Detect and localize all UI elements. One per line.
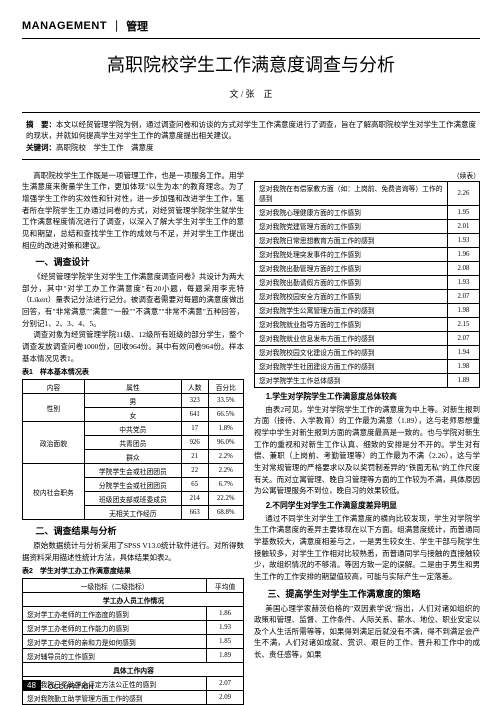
table-satisfaction-cont: 您对我院在有偿家教方面（如：上岗前、免费咨询等）工作的感到2.26您对我院心理健… — [254, 181, 480, 388]
table-continued-label: （续表） — [254, 170, 480, 180]
section-1-title: 一、调查设计 — [22, 255, 244, 268]
para-r1: 由表2可见，学生对学院学生工作的满意度为中上等。对新生报到方面（接待、入学教育）… — [254, 404, 480, 497]
section-3-title: 三、提高学生对学生工作满意度的策略 — [254, 587, 480, 600]
abstract-line1: 摘 要：本文以经贸管理学院为例，通过调查问卷和访谈的方式对学生工作满意度进行了调… — [26, 119, 476, 142]
abstract-text: 本文以经贸管理学院为例，通过调查问卷和访谈的方式对学生工作满意度进行了调查，旨在… — [26, 120, 476, 140]
author-line: 文 / 张 正 — [22, 87, 480, 100]
author-prefix: 文 / — [229, 89, 243, 99]
para-design2: 调查对象为经贸管理学院11级、12级所有班级的部分学生，整个调查发放调查问卷10… — [22, 329, 244, 364]
sub-heading-2: 2.不同学生对学生工作满意度差异明显 — [254, 500, 480, 511]
para-r2: 通过不同学生对学生工作满意度的横向比较发现，学生对学院学生工作满意度的差异主要体… — [254, 513, 480, 583]
para-intro: 高职院校学生工作既是一项管理工作，也是一项服务工作。用学生满意度来衡量学生工作，… — [22, 170, 244, 251]
keywords-text: 高职院校 学生工作 满意度 — [56, 143, 154, 152]
section-2-title: 二、调查结果与分析 — [22, 524, 244, 537]
table-sample-info: 内容属性人数百分比性别男32333.5%女64166.5%政治面貌中共党员171… — [22, 379, 244, 520]
section-header: MANAGEMENT ｜ 管理 — [22, 18, 480, 34]
header-rule — [22, 38, 480, 39]
keywords-label: 关键词： — [26, 143, 56, 152]
left-column: 高职院校学生工作既是一项管理工作，也是一项服务工作。用学生满意度来衡量学生工作，… — [22, 170, 244, 705]
table2-caption: 表2 学生对学工办工作满意度结果 — [22, 566, 244, 576]
sub-heading-1: 1.学生对学院学生工作满意度总体较高 — [254, 391, 480, 402]
right-column: （续表） 您对我院在有偿家教方面（如：上岗前、免费咨询等）工作的感到2.26您对… — [254, 170, 480, 705]
abstract-box: 摘 要：本文以经贸管理学院为例，通过调查问卷和访谈的方式对学生工作满意度进行了调… — [22, 112, 480, 160]
page-number: 48 — [22, 680, 41, 691]
author-name: 张 正 — [246, 89, 273, 99]
article-title: 高职院校学生工作满意度调查与分析 — [22, 51, 480, 77]
header-en: MANAGEMENT — [22, 20, 107, 32]
abstract-label: 摘 要： — [26, 120, 56, 129]
header-cn: 管理 — [126, 18, 148, 34]
two-column-layout: 高职院校学生工作既是一项管理工作，也是一项服务工作。用学生满意度来衡量学生工作，… — [22, 170, 480, 705]
para-design1: 《经贸管理学院学生对学生工作满意度调查问卷》共设计为两大部分，其中"对学工办工作… — [22, 271, 244, 329]
abstract-line2: 关键词：高职院校 学生工作 满意度 — [26, 142, 476, 153]
header-divider: ｜ — [111, 18, 122, 34]
table1-caption: 表1 样本基本情况表 — [22, 367, 244, 377]
para-r3: 美国心理学家赫茨伯格的"双因素学说"指出，人们对诸如组织的政策和管理、监督、工作… — [254, 603, 480, 661]
para-results: 原始数据统计与分析采用了SPSS V13.0统计软件进行。对所得数据资料采用描述… — [22, 540, 244, 563]
page-label: OCCUPATION — [48, 684, 94, 691]
